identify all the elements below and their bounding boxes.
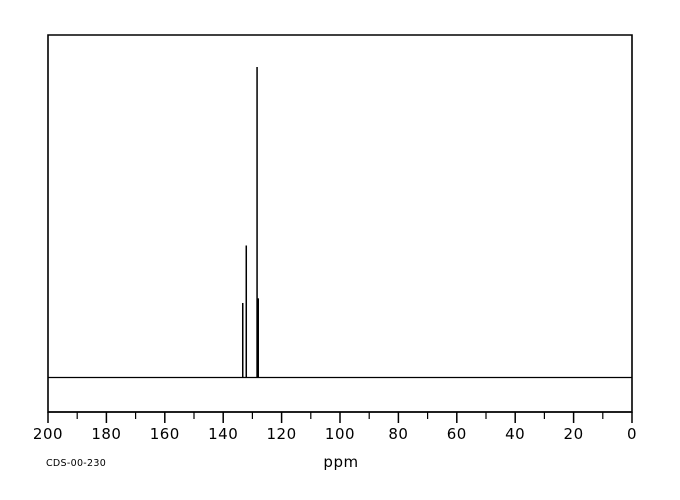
axis-tick-label-layer: 200 180 160 140 120 100 80 60 40 20 0 — [33, 425, 637, 443]
x-axis-tick-label: 120 — [267, 425, 297, 443]
x-axis-tick-label: 0 — [627, 425, 637, 443]
x-axis-tick-label: 80 — [388, 425, 408, 443]
x-axis-tick-label: 100 — [325, 425, 355, 443]
x-axis-tick-label: 20 — [564, 425, 584, 443]
peak-layer — [242, 67, 259, 378]
plot-frame — [47, 34, 633, 413]
x-axis-tick-label: 180 — [91, 425, 121, 443]
plot-border — [47, 34, 633, 413]
x-axis-tick-label: 40 — [505, 425, 525, 443]
x-axis-title: ppm — [323, 453, 358, 471]
x-axis-tick-label: 140 — [208, 425, 238, 443]
x-axis-tick-label: 200 — [33, 425, 63, 443]
axis-tick-layer — [47, 411, 633, 423]
x-axis-tick-label: 160 — [150, 425, 180, 443]
x-axis-tick-label: 60 — [447, 425, 467, 443]
sample-id-label: CDS-00-230 — [46, 458, 106, 469]
